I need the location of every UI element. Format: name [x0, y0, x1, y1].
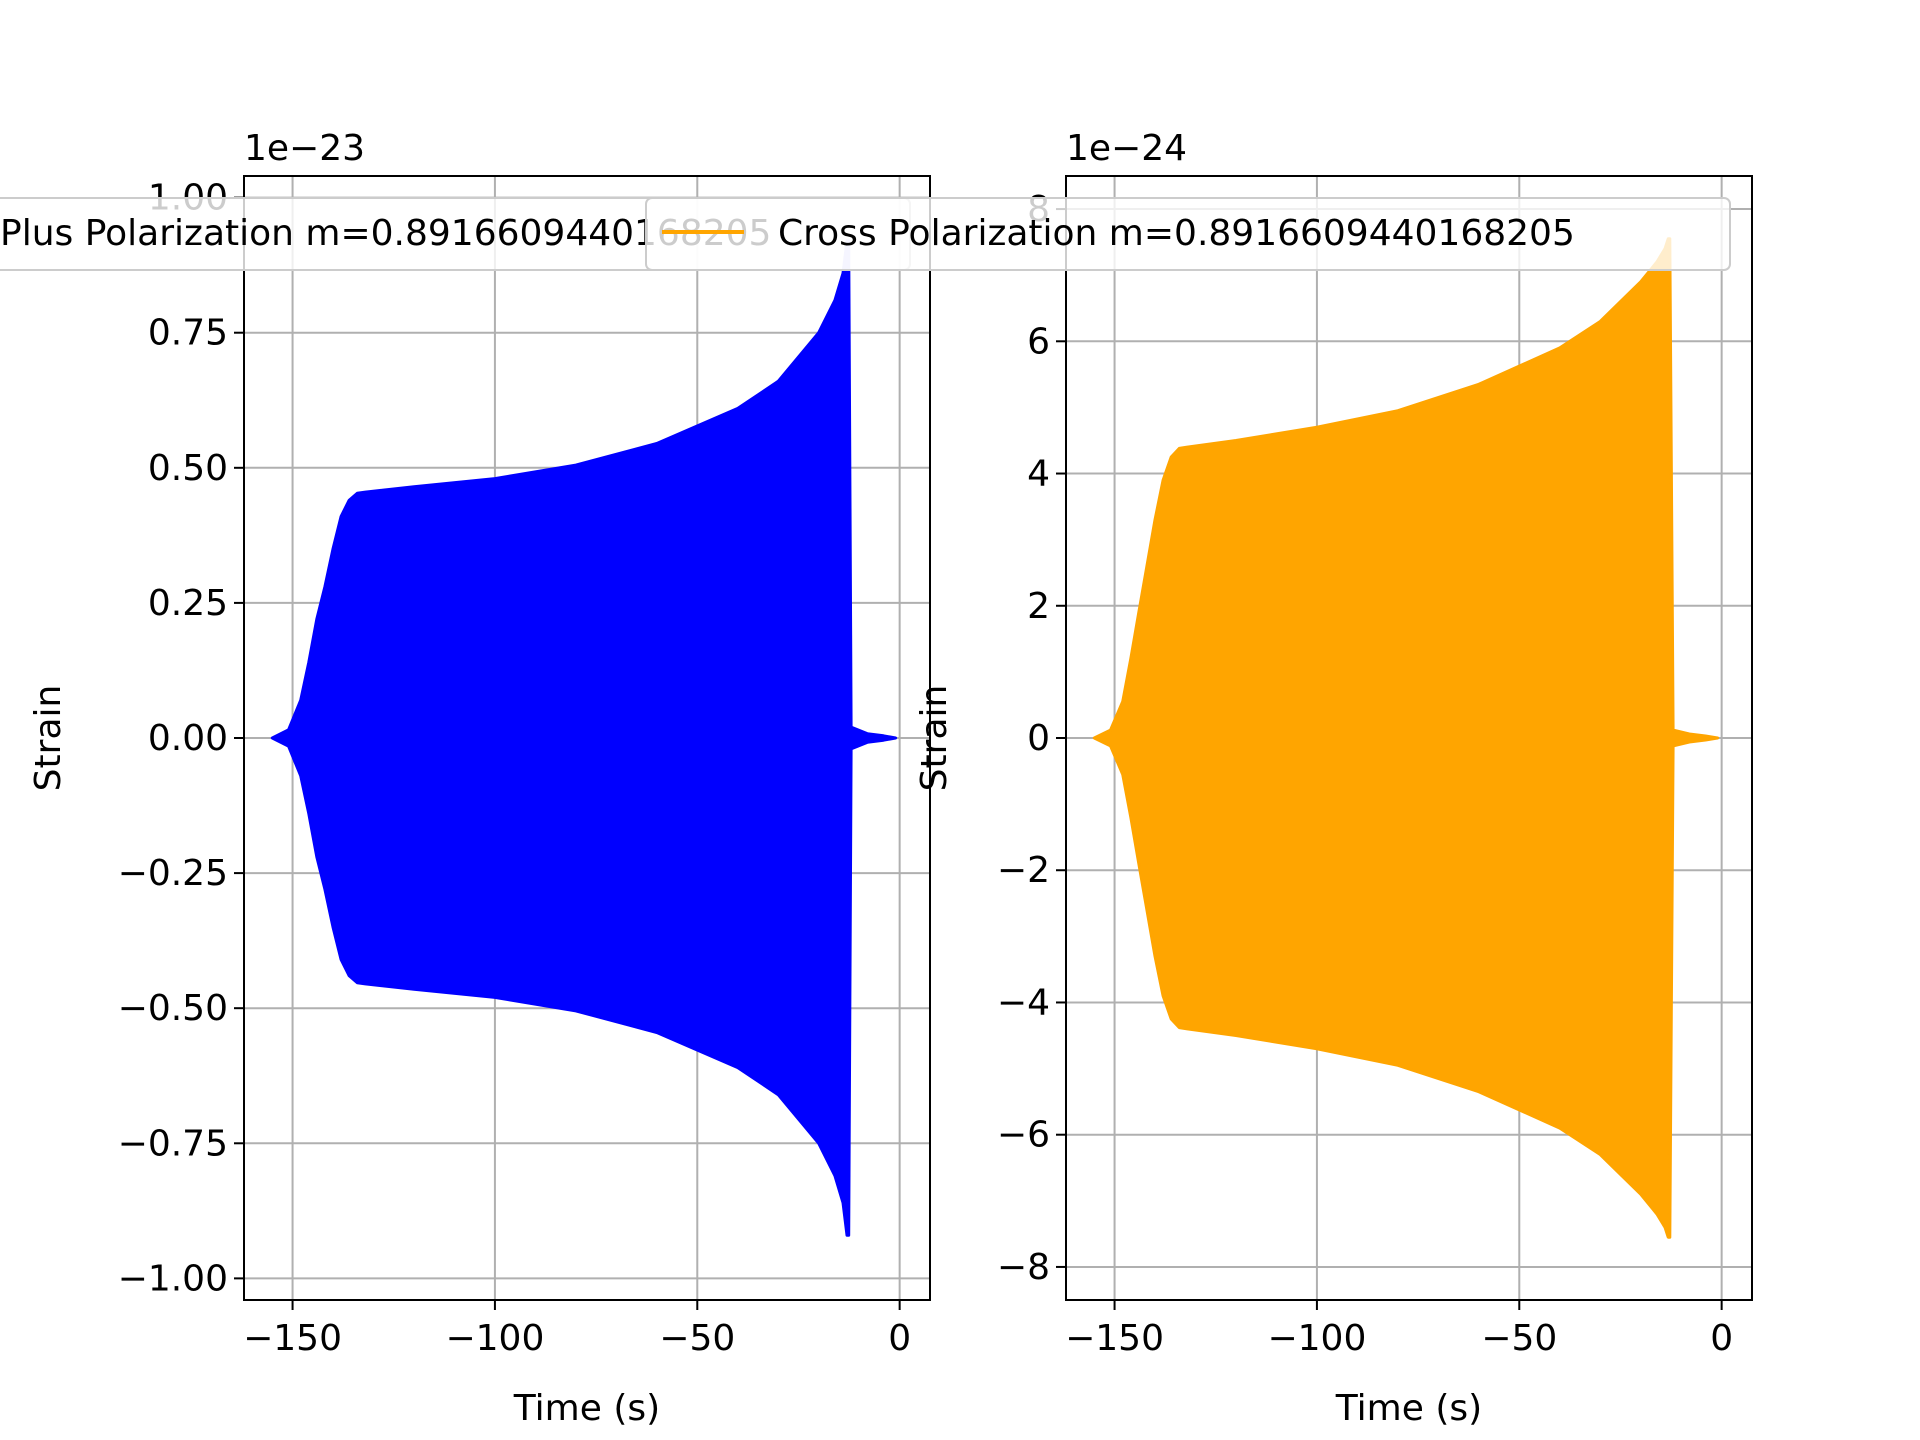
right-series-0-waveform [1092, 237, 1720, 1239]
left-series [270, 239, 898, 1237]
left-ytick-label: −0.75 [118, 1123, 228, 1164]
left-ytick-label: 0.25 [148, 583, 228, 624]
right-ytick-label: 4 [1027, 454, 1050, 495]
left-ytick-label: −0.50 [118, 988, 228, 1029]
right-ytick-label: −8 [997, 1247, 1050, 1288]
right-ytick-label: 0 [1027, 718, 1050, 759]
right-ytick-label: 2 [1027, 586, 1050, 627]
left-ytick-label: −0.25 [118, 853, 228, 894]
left-series-0-waveform [270, 239, 898, 1237]
left-offset-label: 1e−23 [244, 128, 365, 169]
right-axes: −150−100−500 −8−6−4−202468 1e−24 Time (s… [914, 128, 1753, 1429]
right-xtick-label: −50 [1481, 1318, 1557, 1359]
right-series [1092, 237, 1720, 1239]
left-ytick-label: 0.00 [148, 718, 228, 759]
right-xticks: −150 −100 −50 0 [1065, 1300, 1733, 1359]
right-ylabel: Strain [914, 685, 955, 792]
right-legend-label: Cross Polarization m=0.8916609440168205 [778, 213, 1575, 254]
left-xtick-label: 0 [888, 1318, 911, 1359]
right-legend-box [645, 197, 1731, 271]
right-ytick-label: −6 [997, 1115, 1050, 1156]
right-xtick-label: −100 [1267, 1318, 1366, 1359]
right-legend: Cross Polarization m=0.8916609440168205 [645, 197, 1731, 271]
right-ytick-label: −2 [997, 850, 1050, 891]
left-ylabel: Strain [28, 685, 69, 792]
right-xtick-label: −150 [1065, 1318, 1164, 1359]
right-xtick-label: 0 [1710, 1318, 1733, 1359]
left-xtick-label: −50 [659, 1318, 735, 1359]
left-ytick-label: 0.50 [148, 448, 228, 489]
right-yticks: −8−6−4−202468 [997, 189, 1066, 1288]
left-ytick-label: 0.75 [148, 313, 228, 354]
left-ytick-label: −1.00 [118, 1258, 228, 1299]
left-xticks: −150 −100 −50 0 [243, 1300, 911, 1359]
left-legend-label: Plus Polarization m=0.8916609440168205 [0, 213, 771, 254]
right-xlabel: Time (s) [1335, 1388, 1482, 1429]
left-xtick-label: −100 [445, 1318, 544, 1359]
left-xtick-label: −150 [243, 1318, 342, 1359]
right-ytick-label: −4 [997, 982, 1050, 1023]
left-xlabel: Time (s) [513, 1388, 660, 1429]
left-axes: −150 −100 −50 0 −1.00 −0.75 −0.50 −0.25 0.00 0.2… [28, 128, 931, 1429]
right-offset-label: 1e−24 [1066, 128, 1187, 169]
right-ytick-label: 6 [1027, 321, 1050, 362]
